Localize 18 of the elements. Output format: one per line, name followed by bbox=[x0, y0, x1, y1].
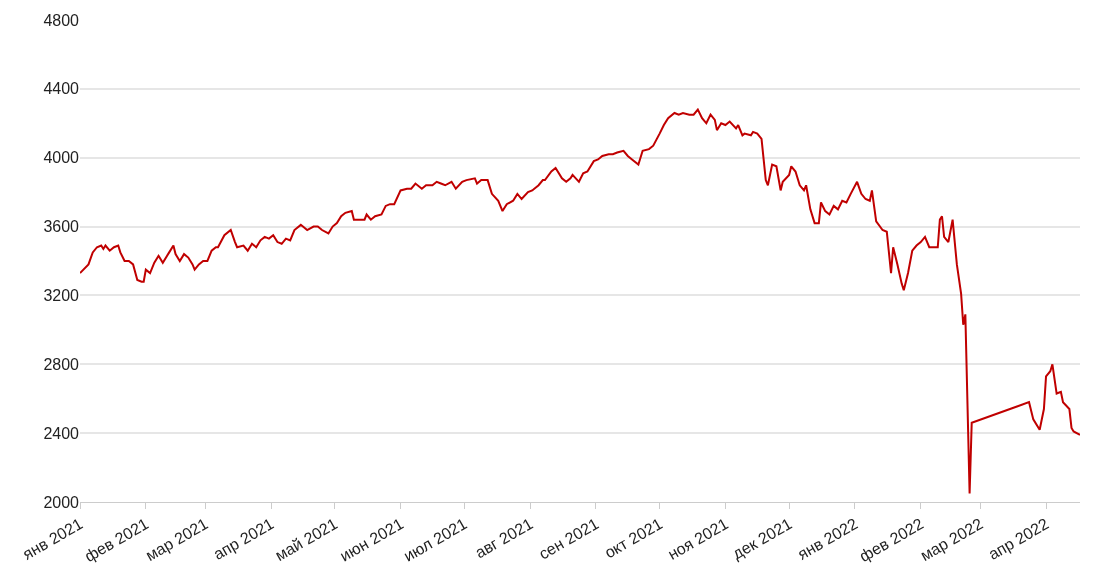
x-tick-label: сен 2021 bbox=[535, 514, 602, 563]
x-tick-label: апр 2021 bbox=[210, 514, 277, 563]
y-tick-label: 3600 bbox=[43, 218, 80, 236]
x-tick-label: окт 2021 bbox=[601, 514, 666, 562]
x-tick-label: ноя 2021 bbox=[664, 514, 732, 563]
y-tick-label: 2000 bbox=[43, 493, 80, 511]
y-tick-label: 4400 bbox=[43, 80, 80, 98]
y-tick-label: 4800 bbox=[43, 11, 80, 29]
x-tick-label: янв 2022 bbox=[794, 514, 861, 563]
y-tick-label: 4000 bbox=[43, 149, 80, 167]
y-tick-label: 2800 bbox=[43, 355, 80, 373]
x-tick-label: дек 2021 bbox=[729, 514, 795, 563]
x-tick-label: авг 2021 bbox=[472, 514, 536, 562]
x-tick-label: янв 2021 bbox=[19, 514, 86, 563]
y-tick-label: 2400 bbox=[43, 424, 80, 442]
line-series bbox=[80, 108, 1080, 495]
x-tick-label: апр 2022 bbox=[985, 514, 1052, 563]
y-tick-label: 3200 bbox=[43, 287, 80, 305]
